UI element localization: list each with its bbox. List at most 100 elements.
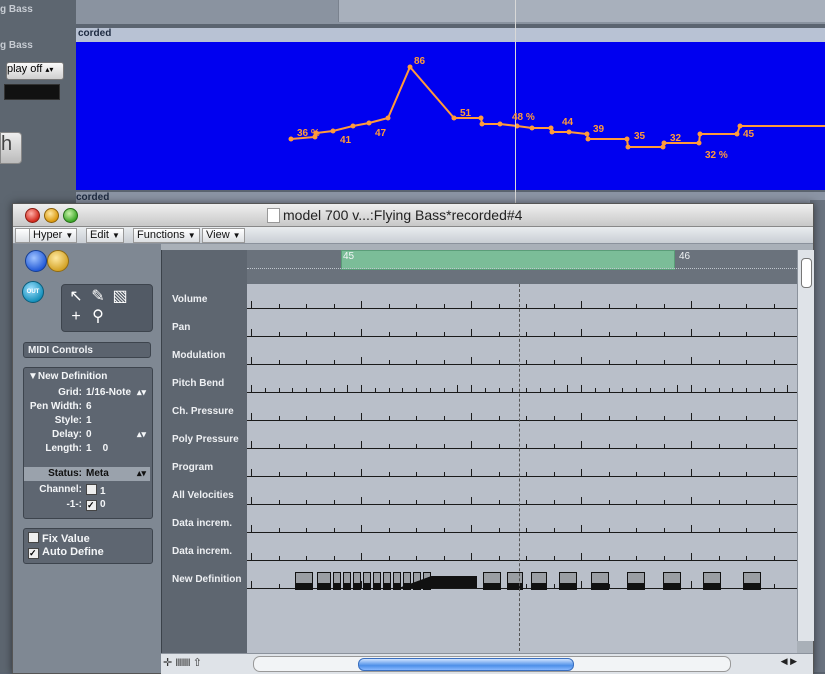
hyper-menu[interactable]: Hyper ▼ (29, 228, 78, 243)
fix-value-checkbox[interactable] (28, 532, 39, 543)
graph-node[interactable] (625, 144, 631, 150)
zoom-controls[interactable]: ✛ IIIIIII ⇧ (163, 657, 202, 669)
lane-volume[interactable]: Volume (172, 294, 208, 305)
definition-event[interactable] (333, 572, 341, 590)
horizontal-scroll-thumb[interactable] (358, 658, 574, 671)
close-window-button[interactable] (25, 208, 40, 223)
graph-node[interactable] (478, 115, 484, 121)
length-param[interactable]: Length: 1 0 (45, 443, 109, 454)
link-mode-icon[interactable] (47, 250, 69, 272)
lane-modulation[interactable]: Modulation (172, 350, 226, 361)
graph-node[interactable] (566, 129, 572, 135)
minus1-checkbox[interactable] (86, 500, 97, 511)
definition-event[interactable] (373, 572, 381, 590)
graph-node[interactable] (385, 115, 391, 121)
graph-node[interactable] (288, 136, 294, 142)
definition-event[interactable] (627, 572, 645, 590)
auto-define-option[interactable]: Auto Define (28, 546, 104, 559)
view-menu[interactable]: View ▼ (202, 228, 245, 243)
definition-event[interactable] (531, 572, 547, 590)
graph-node[interactable] (366, 120, 372, 126)
pen-width-param[interactable]: Pen Width: 6 (29, 401, 92, 412)
hyper-draw-area[interactable] (76, 42, 825, 190)
graph-node[interactable] (497, 121, 503, 127)
graph-node[interactable] (313, 130, 319, 136)
scroll-arrows[interactable]: ◀ ▶ (780, 656, 797, 666)
definition-event[interactable] (559, 572, 577, 590)
midi-out-icon[interactable]: OUT (22, 281, 44, 303)
lane-new-definition[interactable]: New Definition (172, 574, 242, 585)
functions-menu[interactable]: Functions ▼ (133, 228, 200, 243)
eraser-tool-icon[interactable]: ▧ (112, 288, 128, 305)
minus1-param[interactable]: -1-:0 (24, 499, 150, 512)
vertical-scrollbar[interactable] (797, 250, 814, 641)
hyper-set-selector[interactable]: MIDI Controls (23, 342, 151, 358)
definition-event[interactable] (483, 572, 501, 590)
graph-node[interactable] (660, 144, 666, 150)
graph-node[interactable] (330, 128, 336, 134)
status-param[interactable]: Status: Meta ▴▾ (24, 467, 150, 481)
delay-param[interactable]: Delay: 0 ▴▾ (51, 429, 146, 440)
play-off-select[interactable]: play off ▴▾ (6, 62, 64, 80)
graph-node[interactable] (734, 131, 740, 137)
graph-node[interactable] (661, 140, 667, 146)
horizontal-scrollbar[interactable] (253, 656, 731, 672)
catch-icon[interactable] (25, 250, 47, 272)
lane-pan[interactable]: Pan (172, 322, 191, 333)
definition-event[interactable] (743, 572, 761, 590)
graph-node[interactable] (407, 64, 413, 70)
pointer-tool-icon[interactable]: ↖ (69, 288, 83, 305)
vertical-scroll-thumb[interactable] (801, 258, 812, 288)
edit-menu[interactable]: Edit ▼ (86, 228, 124, 243)
minimize-window-button[interactable] (44, 208, 59, 223)
zoom-window-button[interactable] (63, 208, 78, 223)
auto-define-checkbox[interactable] (28, 548, 39, 559)
graph-node[interactable] (312, 134, 318, 140)
lane-all-velocities[interactable]: All Velocities (172, 490, 234, 501)
region-header[interactable]: corded (76, 192, 825, 204)
grid-param[interactable]: Grid: 1/16-Note ▴▾ (58, 387, 146, 398)
definition-event[interactable] (353, 572, 361, 590)
graph-node[interactable] (624, 136, 630, 142)
pencil-tool-icon[interactable]: ✎ (91, 288, 105, 305)
definition-event[interactable] (317, 572, 331, 590)
definition-event[interactable] (383, 572, 391, 590)
graph-node[interactable] (548, 125, 554, 131)
graph-node[interactable] (585, 136, 591, 142)
definition-title[interactable]: ▼New Definition (28, 371, 108, 382)
lane-program[interactable]: Program (172, 462, 214, 473)
lane-pitch-bend[interactable]: Pitch Bend (172, 378, 225, 389)
title-bar[interactable]: model 700 v...:Flying Bass*recorded#4 (13, 204, 813, 227)
lane-ch-pressure[interactable]: Ch. Pressure (172, 406, 234, 417)
graph-node[interactable] (350, 123, 356, 129)
event-grid[interactable] (247, 284, 797, 656)
definition-event[interactable] (663, 572, 681, 590)
lane-data-increm[interactable]: Data increm. (172, 546, 233, 557)
graph-node[interactable] (451, 115, 457, 121)
fix-value-option[interactable]: Fix Value (28, 532, 90, 545)
definition-event[interactable] (591, 572, 609, 590)
graph-node[interactable] (697, 131, 703, 137)
lane-poly-pressure[interactable]: Poly Pressure (172, 434, 239, 445)
definition-event[interactable] (295, 572, 313, 590)
channel-checkbox[interactable] (86, 484, 97, 495)
crosshair-tool-icon[interactable]: + (71, 308, 81, 325)
lane-data-increm[interactable]: Data increm. (172, 518, 233, 529)
cycle-region[interactable] (341, 250, 675, 270)
style-param[interactable]: Style: 1 (54, 415, 92, 426)
definition-event[interactable] (343, 572, 351, 590)
graph-node[interactable] (529, 125, 535, 131)
bar-ruler[interactable]: 45 46 (247, 250, 797, 284)
graph-node[interactable] (696, 140, 702, 146)
region-header[interactable]: corded (76, 28, 825, 42)
graph-node[interactable] (737, 123, 743, 129)
background-button[interactable]: h (0, 132, 22, 164)
graph-node[interactable] (479, 121, 485, 127)
link-icon[interactable] (15, 228, 30, 243)
channel-param[interactable]: Channel: 1 (39, 484, 106, 497)
definition-event[interactable] (703, 572, 721, 590)
definition-event[interactable] (363, 572, 371, 590)
graph-node[interactable] (549, 129, 555, 135)
zoom-tool-icon[interactable]: ⚲ (92, 308, 104, 325)
graph-node[interactable] (584, 131, 590, 137)
